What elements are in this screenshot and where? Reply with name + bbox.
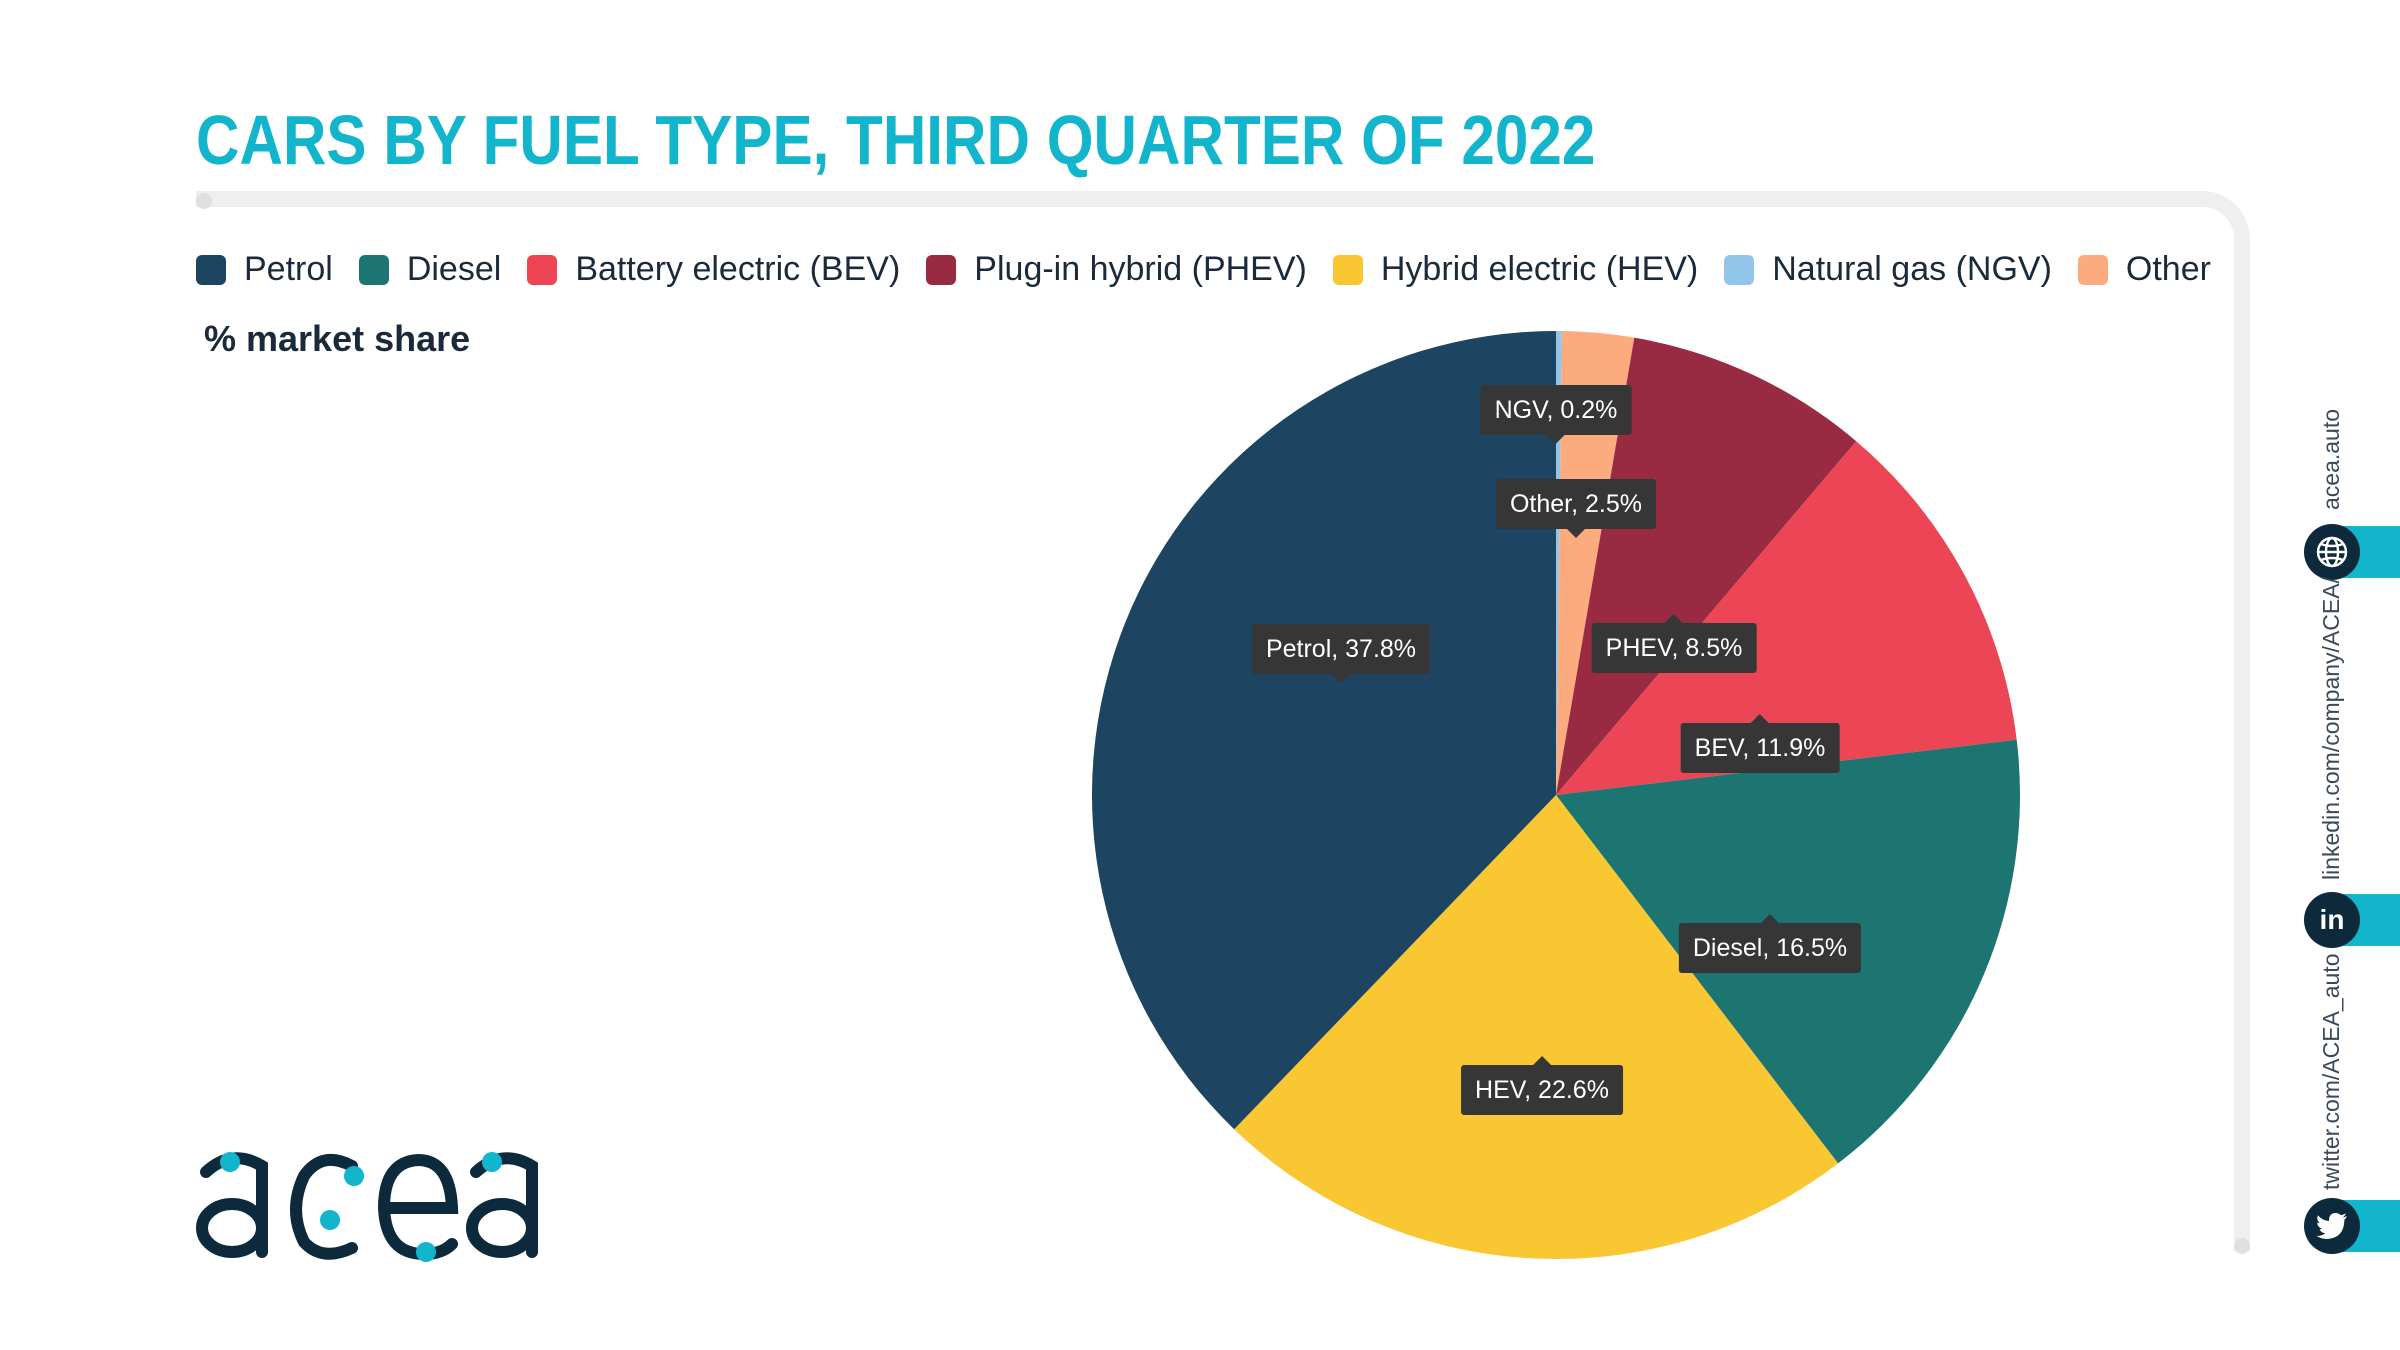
legend-swatch: [1724, 254, 1755, 285]
legend-item-diesel[interactable]: Diesel: [358, 250, 502, 289]
legend-label: Hybrid electric (HEV): [1380, 250, 1699, 288]
data-label-ngv: NGV, 0.2%: [1480, 385, 1632, 444]
legend-swatch: [926, 254, 957, 285]
legend-label: Petrol: [244, 250, 333, 288]
chart-legend: Petrol Diesel Battery electric (BEV) Plu…: [196, 250, 2237, 289]
legend-label: Diesel: [406, 250, 502, 288]
pie-slice-hev[interactable]: [1234, 795, 1839, 1259]
legend-item-bev[interactable]: Battery electric (BEV): [527, 250, 900, 289]
data-label-bev: BEV, 11.9%: [1680, 714, 1840, 773]
pie-slice-phev[interactable]: [1556, 337, 1857, 795]
legend-item-petrol[interactable]: Petrol: [196, 250, 333, 289]
twitter-icon[interactable]: [2304, 1198, 2360, 1254]
data-label-petrol: Petrol, 37.8%: [1251, 624, 1431, 683]
pie-slice-bev[interactable]: [1556, 441, 2017, 795]
data-label-hev: HEV, 22.6%: [1461, 1056, 1623, 1115]
legend-swatch: [1332, 254, 1363, 285]
linkedin-icon[interactable]: in: [2304, 892, 2360, 948]
frame-end-dot: [2234, 1238, 2250, 1254]
legend-swatch: [196, 254, 226, 285]
legend-item-hev[interactable]: Hybrid electric (HEV): [1332, 250, 1699, 289]
pie-slice-ngv[interactable]: [1556, 331, 1562, 795]
legend-swatch: [2077, 254, 2108, 285]
pie-slice-petrol[interactable]: [1091, 330, 1556, 1130]
legend-label: Other: [2125, 250, 2211, 288]
legend-label: Plug-in hybrid (PHEV): [974, 250, 1307, 288]
legend-swatch: [358, 254, 389, 285]
legend-item-other[interactable]: Other: [2077, 250, 2211, 289]
legend-swatch: [527, 254, 558, 285]
pie-slice-other[interactable]: [1556, 331, 1635, 795]
chart-title: CARS BY FUEL TYPE, THIRD QUARTER OF 2022: [196, 101, 1596, 179]
globe-icon[interactable]: [2304, 524, 2360, 580]
acea-logo: [196, 1152, 538, 1262]
data-label-other: Other, 2.5%: [1495, 479, 1657, 538]
legend-item-phev[interactable]: Plug-in hybrid (PHEV): [926, 250, 1307, 289]
chart-frame: [196, 191, 2250, 1251]
data-label-diesel: Diesel, 16.5%: [1678, 914, 1862, 973]
website-link[interactable]: acea.auto: [2318, 408, 2344, 510]
data-label-phev: PHEV, 8.5%: [1591, 614, 1757, 673]
legend-label: Battery electric (BEV): [575, 250, 901, 288]
legend-label: Natural gas (NGV): [1772, 250, 2052, 288]
linkedin-link[interactable]: linkedin.com/company/ACEA/: [2318, 577, 2344, 880]
twitter-link[interactable]: twitter.com/ACEA_auto: [2318, 953, 2344, 1191]
legend-item-ngv[interactable]: Natural gas (NGV): [1724, 250, 2052, 289]
chart-subtitle: % market share: [204, 318, 471, 359]
frame-end-dot: [196, 193, 212, 209]
